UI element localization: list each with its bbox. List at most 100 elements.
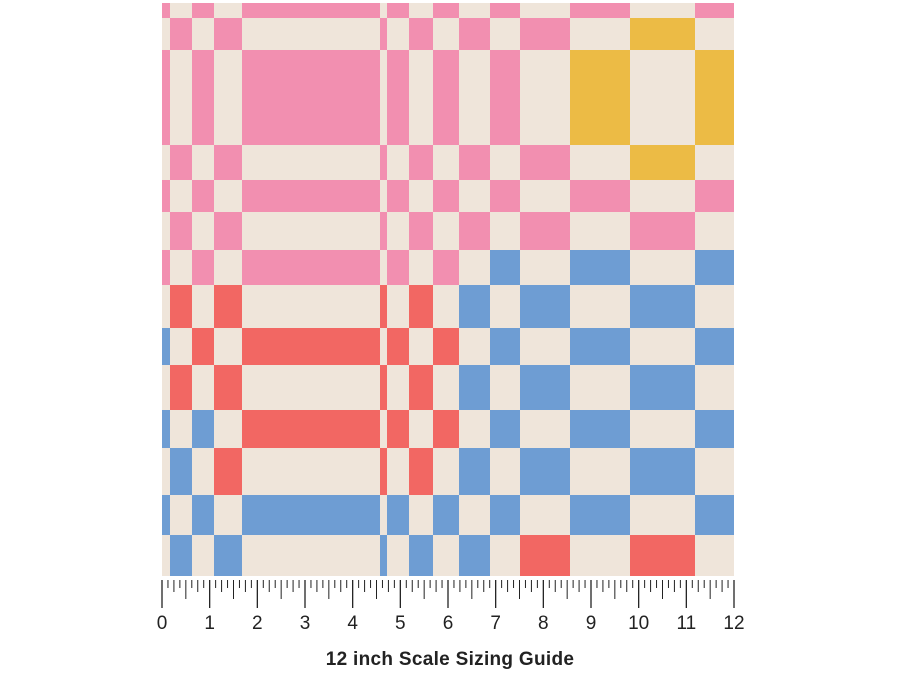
pattern-tile — [192, 3, 214, 18]
pattern-tile — [162, 180, 170, 212]
pattern-tile — [570, 495, 630, 535]
pattern-tile — [695, 250, 734, 285]
pattern-tile — [380, 145, 387, 180]
ruler-label: 10 — [628, 613, 649, 634]
pattern-tile — [214, 212, 242, 250]
pattern-tile — [170, 285, 192, 328]
ruler-label: 7 — [490, 613, 501, 634]
pattern-tile — [162, 250, 170, 285]
ruler-label: 1 — [204, 613, 215, 634]
pattern-tile — [162, 410, 170, 448]
pattern-tile — [520, 535, 570, 576]
pattern-tile — [630, 285, 695, 328]
pattern-tile — [459, 212, 490, 250]
pattern-tile — [520, 145, 570, 180]
pattern-tile — [459, 285, 490, 328]
pattern-tile — [490, 410, 520, 448]
ruler-label: 0 — [157, 613, 168, 634]
pattern-tile — [214, 365, 242, 410]
pattern-tile — [409, 535, 433, 576]
pattern-tile — [630, 212, 695, 250]
pattern-tile — [162, 3, 170, 18]
pattern-tile — [520, 285, 570, 328]
pattern-tile — [387, 495, 409, 535]
pattern-tile — [570, 328, 630, 365]
pattern-tile — [490, 3, 520, 18]
pattern-tile — [630, 18, 695, 50]
pattern-tile — [380, 448, 387, 495]
pattern-tile — [387, 410, 409, 448]
ruler-label: 11 — [676, 613, 696, 634]
pattern-tile — [433, 250, 459, 285]
pattern-tile — [162, 50, 170, 145]
pattern-tile — [570, 410, 630, 448]
pattern-tile — [242, 495, 380, 535]
pattern-tile — [570, 3, 630, 18]
pattern-tile — [695, 495, 734, 535]
pattern-tile — [380, 18, 387, 50]
pattern-tile — [695, 410, 734, 448]
inch-ruler: 0 1 2 3 4 5 6 7 8 9 10 11 12 — [157, 580, 745, 634]
pattern-tile — [170, 145, 192, 180]
pattern-tile — [170, 365, 192, 410]
pattern-tile — [409, 285, 433, 328]
pattern-tile — [380, 365, 387, 410]
pattern-tile — [380, 535, 387, 576]
ruler-label: 8 — [538, 613, 549, 634]
pattern-tile — [459, 145, 490, 180]
ruler-label: 4 — [347, 613, 358, 634]
pattern-tile — [409, 145, 433, 180]
pattern-tile — [192, 328, 214, 365]
pattern-tile — [630, 535, 695, 576]
pattern-tile — [520, 448, 570, 495]
pattern-tile — [433, 495, 459, 535]
pattern-tile — [214, 448, 242, 495]
pattern-tile — [433, 50, 459, 145]
pattern-tile — [387, 328, 409, 365]
pattern-tile — [695, 3, 734, 18]
pattern-tile — [214, 535, 242, 576]
pattern-tile — [242, 250, 380, 285]
pattern-tile — [192, 495, 214, 535]
pattern-tile — [433, 180, 459, 212]
pattern-tile — [433, 410, 459, 448]
pattern-tile — [630, 365, 695, 410]
pattern-tile — [433, 328, 459, 365]
pattern-tile — [409, 18, 433, 50]
ruler-label: 3 — [300, 613, 311, 634]
pattern-tile — [490, 250, 520, 285]
pattern-tile — [214, 285, 242, 328]
pattern-tile — [192, 410, 214, 448]
pattern-tile — [170, 448, 192, 495]
pattern-tile — [490, 495, 520, 535]
scale-sizing-caption: 12 inch Scale Sizing Guide — [325, 649, 575, 670]
pattern-tile — [380, 285, 387, 328]
pattern-tile — [630, 448, 695, 495]
pattern-tile — [380, 212, 387, 250]
ruler-label: 2 — [252, 613, 263, 634]
pattern-tile — [242, 50, 380, 145]
pattern-tile — [490, 50, 520, 145]
pattern-tile — [192, 250, 214, 285]
pattern-tile — [192, 180, 214, 212]
pattern-tile — [570, 50, 630, 145]
ruler-label: 6 — [443, 613, 454, 634]
pattern-tile — [459, 448, 490, 495]
pattern-tile — [162, 495, 170, 535]
pattern-tile — [490, 180, 520, 212]
pattern-tile — [214, 145, 242, 180]
pattern-tile — [695, 50, 734, 145]
pattern-tile — [242, 328, 380, 365]
pattern-tile — [459, 535, 490, 576]
pattern-tile — [387, 180, 409, 212]
pattern-tile — [695, 180, 734, 212]
pattern-tile — [214, 18, 242, 50]
pattern-tile — [242, 180, 380, 212]
pattern-tile — [387, 250, 409, 285]
warped-checkerboard-pattern — [162, 3, 734, 576]
pattern-tile — [520, 212, 570, 250]
pattern-tile — [490, 328, 520, 365]
pattern-tile — [170, 212, 192, 250]
pattern-tile — [570, 180, 630, 212]
pattern-tile — [162, 328, 170, 365]
